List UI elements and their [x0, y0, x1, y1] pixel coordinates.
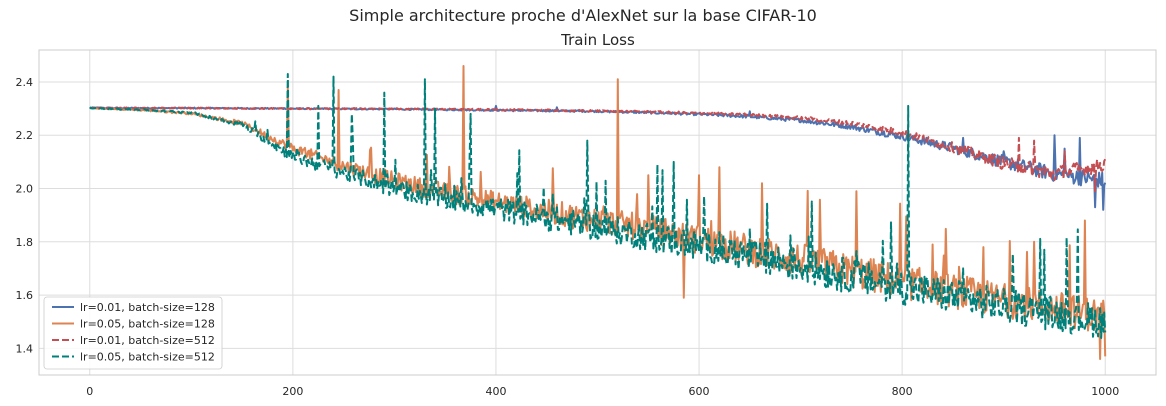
legend-box: [43, 296, 223, 370]
x-tick-label: 200: [282, 385, 303, 398]
x-tick-label: 600: [689, 385, 710, 398]
x-tick-label: 800: [892, 385, 913, 398]
x-tick-label: 1000: [1091, 385, 1119, 398]
series-lines: [89, 65, 1107, 360]
legend-label: lr=0.05, batch-size=512: [80, 351, 215, 364]
y-tick-label: 2.2: [16, 129, 34, 142]
chart-suptitle: Simple architecture proche d'AlexNet sur…: [349, 6, 817, 25]
x-tick-label: 0: [86, 385, 93, 398]
series-line-4: [89, 73, 1107, 339]
y-tick-label: 1.6: [16, 289, 34, 302]
x-tick-labels: 0 200 400 600 800 1000: [86, 385, 1119, 398]
y-tick-labels: 1.4 1.6 1.8 2.0 2.2 2.4: [16, 76, 34, 355]
y-tick-label: 1.8: [16, 236, 34, 249]
legend-label: lr=0.05, batch-size=128: [80, 318, 215, 331]
y-tick-label: 1.4: [16, 342, 34, 355]
y-tick-label: 2.4: [16, 76, 34, 89]
x-tick-label: 400: [485, 385, 506, 398]
legend-label: lr=0.01, batch-size=128: [80, 301, 215, 314]
y-tick-label: 2.0: [16, 183, 34, 196]
plot-frame: [38, 49, 1157, 376]
series-line-3: [89, 106, 1107, 193]
legend: lr=0.01, batch-size=128 lr=0.05, batch-si…: [43, 296, 223, 370]
chart-title: Train Loss: [560, 31, 635, 49]
legend-label: lr=0.01, batch-size=512: [80, 334, 215, 347]
